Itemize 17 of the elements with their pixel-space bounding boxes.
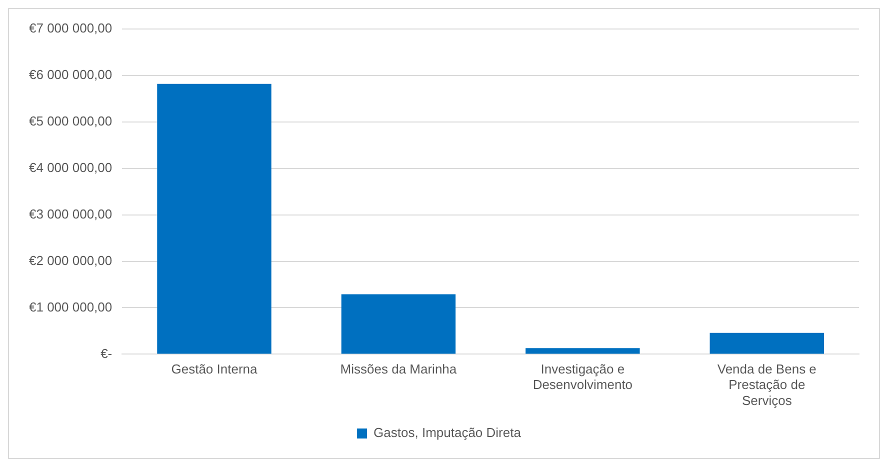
- y-tick-label: €1 000 000,00: [28, 299, 112, 314]
- bar: [710, 332, 824, 354]
- bar: [341, 294, 456, 354]
- y-tick-label: €5 000 000,00: [28, 113, 112, 128]
- y-tick-label: €7 000 000,00: [28, 20, 112, 36]
- x-tick-label: Venda de Bens e Prestação de Serviços: [717, 362, 816, 408]
- legend-label: Gastos, Imputação Direta: [374, 425, 522, 440]
- y-tick-label: €3 000 000,00: [28, 206, 112, 222]
- bar: [526, 348, 640, 354]
- x-tick-label: Gestão Interna: [171, 362, 258, 377]
- y-tick-label: €6 000 000,00: [28, 67, 112, 82]
- bar: [157, 84, 272, 354]
- y-tick-label: €4 000 000,00: [28, 160, 112, 175]
- x-tick-label: Missões da Marinha: [340, 362, 458, 377]
- x-tick-label: Investigação e Desenvolvimento: [532, 362, 633, 392]
- y-tick-label: €-: [100, 346, 112, 361]
- y-tick-label: €2 000 000,00: [28, 252, 112, 268]
